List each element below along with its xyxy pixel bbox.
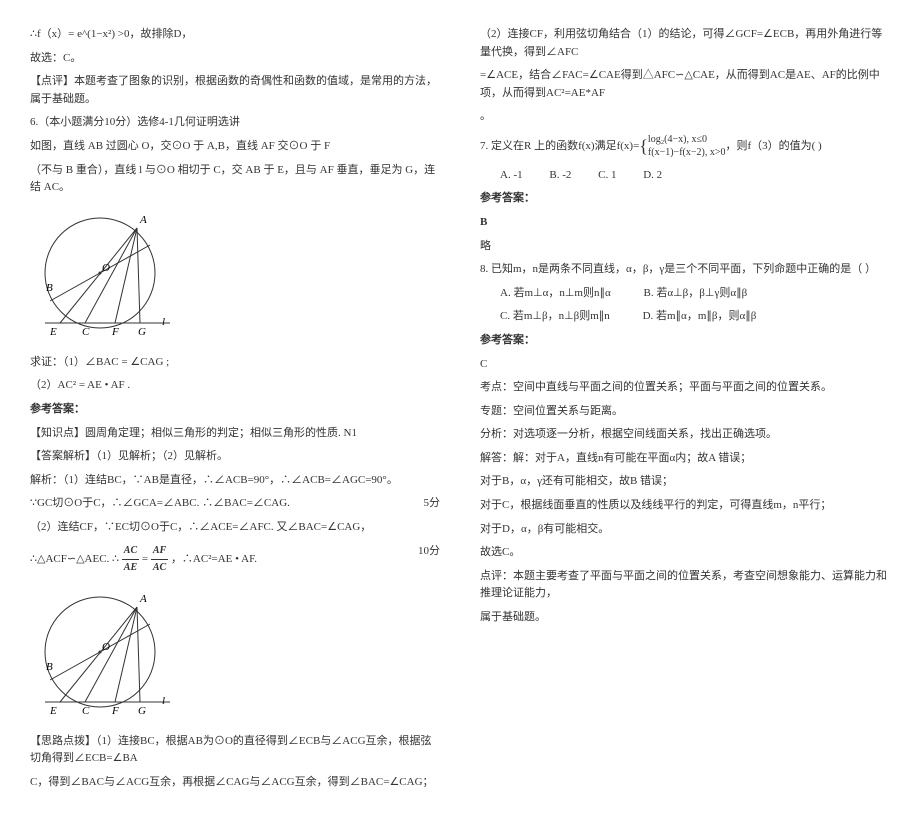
text-line: 【答案解析】（1）见解析；（2）见解析。	[30, 448, 440, 466]
text-line: 分析：对选项逐一分析，根据空间线面关系，找出正确选项。	[480, 426, 890, 444]
svg-text:E: E	[49, 326, 57, 338]
text-line: 对于C，根据线面垂直的性质以及线线平行的判定，可得直线m，n平行；	[480, 497, 890, 515]
option-c: C. 1	[598, 169, 616, 181]
option-b: B. 若α⊥β，β⊥γ则α∥β	[644, 287, 748, 299]
answer-c: C	[480, 356, 890, 374]
text-line: 对于D，α，β有可能相交。	[480, 521, 890, 539]
denominator: AE	[122, 560, 139, 576]
text-line: ∴f（x）= e^(1−x²) >0，故排除D，	[30, 26, 440, 44]
brace-icon: {	[639, 132, 648, 161]
text-line: 【知识点】圆周角定理；相似三角形的判定；相似三角形的性质. N1	[30, 425, 440, 443]
text-line: 属于基础题。	[480, 609, 890, 627]
text: ∵GC切⊙O于C，∴∠GCA=∠ABC. ∴∠BAC=∠CAG.	[30, 497, 290, 509]
score-5: 5分	[424, 495, 441, 513]
fraction-ac-ae: AC AE	[122, 543, 139, 576]
problem-6-head: 6.（本小题满分10分）选修4-1几何证明选讲	[30, 114, 440, 132]
text-line: C，得到∠BAC与∠ACG互余，再根据∠CAG与∠ACG互余，得到∠BAC=∠C…	[30, 774, 440, 792]
denominator: AC	[151, 560, 168, 576]
options-8-row2: C. 若m⊥β，n⊥β则m∥n D. 若m∥α，m∥β，则α∥β	[500, 308, 890, 326]
text-line: （不与 B 重合），直线 l 与⊙O 相切于 C，交 AB 于 E，且与 AF …	[30, 162, 440, 197]
svg-text:F: F	[111, 326, 119, 338]
svg-text:C: C	[82, 705, 90, 717]
text-line: （2）连结CF，∵EC切⊙O于C，∴∠ACE=∠AFC. 又∠BAC=∠CAG，	[30, 519, 440, 537]
option-d: D. 若m∥α，m∥β，则α∥β	[643, 310, 757, 322]
circle-diagram-1: A B O E C F G l	[30, 203, 180, 348]
text-line: 故选：C。	[30, 50, 440, 68]
svg-text:B: B	[46, 282, 53, 294]
prove-1: 求证：（1）∠BAC = ∠CAG ;	[30, 354, 440, 372]
right-column: （2）连接CF，利用弦切角结合（1）的结论，可得∠GCF=∠ECB，再用外角进行…	[480, 20, 890, 797]
option-a: A. 若m⊥α，n⊥m则n∥α	[500, 287, 611, 299]
text-line: （2）连接CF，利用弦切角结合（1）的结论，可得∠GCF=∠ECB，再用外角进行…	[480, 26, 890, 61]
numerator: AF	[151, 543, 168, 560]
text-line: 【思路点拨】（1）连接BC，根据AB为⊙O的直径得到∠ECB与∠ACG互余，根据…	[30, 733, 440, 768]
case-1: log₂(4−x), x≤0	[648, 133, 726, 146]
option-a: A. -1	[500, 169, 523, 181]
option-d: D. 2	[643, 169, 662, 181]
svg-text:B: B	[46, 661, 53, 673]
answer-heading: 参考答案：	[30, 401, 440, 419]
score-10: 10分	[418, 543, 440, 561]
text-line: ∵GC切⊙O于C，∴∠GCA=∠ABC. ∴∠BAC=∠CAG. 5分	[30, 495, 440, 513]
text-line: 如图，直线 AB 过圆心 O，交⊙O 于 A,B，直线 AF 交⊙O 于 F	[30, 138, 440, 156]
answer-b: B	[480, 214, 890, 232]
text-line: 略	[480, 238, 890, 256]
svg-text:O: O	[102, 262, 110, 274]
case-2: f(x−1)−f(x−2), x>0	[648, 146, 726, 159]
text: ∴△ACF∽△AEC. ∴	[30, 553, 119, 565]
svg-text:E: E	[49, 705, 57, 717]
option-b: B. -2	[549, 169, 571, 181]
svg-text:C: C	[82, 326, 90, 338]
two-column-layout: ∴f（x）= e^(1−x²) >0，故排除D， 故选：C。 【点评】本题考查了…	[30, 20, 890, 797]
equals: =	[142, 553, 148, 565]
text: ，则f（3）的值为( )	[725, 138, 821, 156]
svg-text:A: A	[139, 214, 147, 226]
svg-text:l: l	[162, 695, 165, 707]
options-7: A. -1 B. -2 C. 1 D. 2	[500, 167, 890, 185]
text-line: 解析：（1）连结BC，∵AB是直径，∴∠ACB=90°，∴∠ACB=∠AGC=9…	[30, 472, 440, 490]
text: 7. 定义在R 上的函数f(x)满足f(x)=	[480, 138, 639, 156]
text: ，∴AC²=AE • AF.	[171, 553, 257, 565]
text-line: 【点评】本题考查了图象的识别，根据函数的奇偶性和函数的值域，是常用的方法，属于基…	[30, 73, 440, 108]
piecewise: log₂(4−x), x≤0 f(x−1)−f(x−2), x>0	[648, 133, 726, 159]
left-column: ∴f（x）= e^(1−x²) >0，故排除D， 故选：C。 【点评】本题考查了…	[30, 20, 440, 797]
circle-diagram-2: A B O E C F G l	[30, 582, 180, 727]
problem-7: 7. 定义在R 上的函数f(x)满足f(x)= { log₂(4−x), x≤0…	[480, 132, 890, 161]
prove-2: （2）AC² = AE • AF .	[30, 377, 440, 395]
svg-text:G: G	[138, 705, 146, 717]
text-line: 对于B，α，γ还有可能相交，故B 错误；	[480, 473, 890, 491]
text-line: 点评：本题主要考查了平面与平面之间的位置关系，考查空间想象能力、运算能力和推理论…	[480, 568, 890, 603]
numerator: AC	[122, 543, 139, 560]
similarity-line: ∴△ACF∽△AEC. ∴ AC AE = AF AC ，∴AC²=AE • A…	[30, 543, 440, 576]
svg-text:G: G	[138, 326, 146, 338]
svg-text:F: F	[111, 705, 119, 717]
text-line: 。	[480, 108, 890, 126]
answer-heading: 参考答案：	[480, 190, 890, 208]
options-8-row1: A. 若m⊥α，n⊥m则n∥α B. 若α⊥β，β⊥γ则α∥β	[500, 285, 890, 303]
answer-heading: 参考答案：	[480, 332, 890, 350]
svg-text:A: A	[139, 593, 147, 605]
text-line: 解答：解：对于A，直线n有可能在平面α内；故A 错误；	[480, 450, 890, 468]
text-line: =∠ACE，结合∠FAC=∠CAE得到△AFC∽△CAE，从而得到AC是AE、A…	[480, 67, 890, 102]
text-line: 考点：空间中直线与平面之间的位置关系；平面与平面之间的位置关系。	[480, 379, 890, 397]
fraction-af-ac: AF AC	[151, 543, 168, 576]
text-line: 故选C。	[480, 544, 890, 562]
option-c: C. 若m⊥β，n⊥β则m∥n	[500, 310, 610, 322]
problem-8: 8. 已知m，n是两条不同直线，α，β，γ是三个不同平面，下列命题中正确的是（ …	[480, 261, 890, 279]
text-line: 专题：空间位置关系与距离。	[480, 403, 890, 421]
svg-text:l: l	[162, 316, 165, 328]
